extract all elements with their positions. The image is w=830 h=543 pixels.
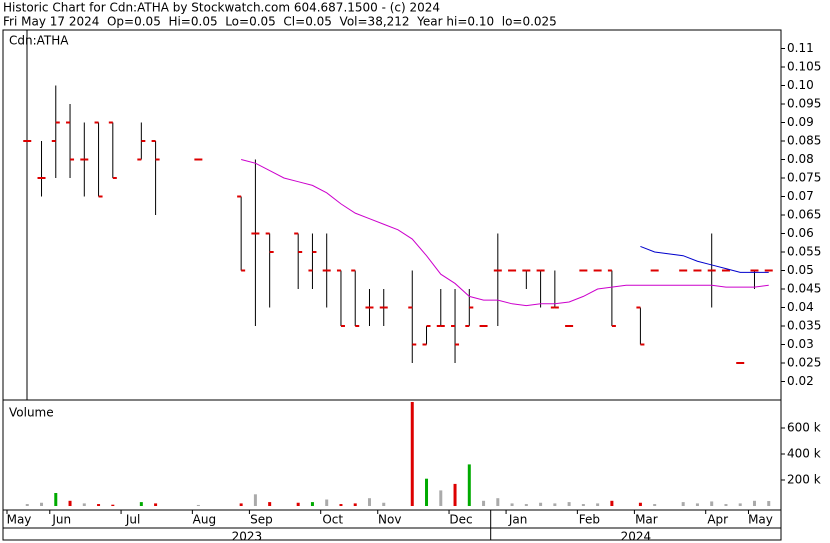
volume-bar (539, 502, 543, 506)
x-tick-label: Aug (193, 513, 216, 527)
volume-bar (695, 503, 699, 506)
volume-label: Volume (9, 406, 54, 420)
volume-bar (524, 504, 528, 506)
volume-bar (653, 504, 657, 506)
y-tick-label: 0.07 (787, 189, 814, 203)
y-tick-label: 0.06 (787, 226, 814, 240)
moving-average (241, 159, 769, 307)
volume-bar (382, 502, 386, 506)
volume-bar (111, 504, 115, 506)
volume-bar (367, 498, 371, 506)
volume-bar (439, 490, 443, 506)
x-tick-label: Jun (51, 513, 71, 527)
volume-bar (510, 503, 514, 506)
volume-bar (453, 483, 457, 506)
volume-bar (724, 504, 728, 506)
volume-bar (82, 503, 86, 506)
y-tick-label: 0.09 (787, 115, 814, 129)
y-tick-label: 0.105 (787, 60, 821, 74)
volume-bar (25, 504, 29, 506)
symbol-label: Cdn:ATHA (9, 34, 69, 48)
x-tick-label: Dec (449, 513, 472, 527)
y-tick-label: 0.095 (787, 97, 821, 111)
volume-bar (54, 493, 58, 506)
y-tick-label: 0.08 (787, 152, 814, 166)
x-tick-label: Sep (250, 513, 273, 527)
y-tick-label: 0.025 (787, 356, 821, 370)
x-tick-label: Mar (635, 513, 658, 527)
x-tick-label: Apr (707, 513, 728, 527)
y-tick-label: 0.04 (787, 300, 814, 314)
volume-bar (752, 500, 756, 506)
volume-bar (196, 504, 200, 506)
volume-bar (496, 498, 500, 506)
y-tick-label: 0.055 (787, 245, 821, 259)
y-tick-label: 0.11 (787, 41, 814, 55)
volume-bar (467, 464, 471, 506)
volume-bar (296, 502, 300, 506)
y-tick-label: 0.02 (787, 374, 814, 388)
header-summary: Fri May 17 2024 Op=0.05 Hi=0.05 Lo=0.05 … (3, 15, 557, 29)
volume-bar (268, 502, 272, 506)
volume-bar (410, 402, 414, 506)
volume-bar (139, 502, 143, 506)
y-tick-label: 0.065 (787, 208, 821, 222)
volume-bar (425, 478, 429, 506)
volume-bar (767, 501, 771, 506)
y-tick-label: 600 k (787, 421, 821, 435)
x-tick-label: Jul (125, 513, 140, 527)
volume-bar (325, 499, 329, 506)
x-tick-label: Jan (508, 513, 528, 527)
year-label: 2023 (232, 530, 263, 543)
volume-bar (581, 504, 585, 506)
x-tick-label: Oct (322, 513, 343, 527)
y-tick-label: 200 k (787, 473, 821, 487)
volume-bar (339, 504, 343, 506)
year-label: 2024 (621, 530, 652, 543)
volume-bar (310, 502, 314, 506)
volume-bar (253, 494, 257, 506)
x-tick-label: May (7, 513, 32, 527)
volume-bar (482, 500, 486, 506)
volume-bar (738, 503, 742, 506)
volume-bar (553, 503, 557, 506)
frame (2, 29, 782, 541)
volume-bar (638, 502, 642, 506)
volume-bar (596, 503, 600, 506)
y-tick-label: 0.085 (787, 134, 821, 148)
y-tick-label: 0.05 (787, 263, 814, 277)
volume-bar (239, 503, 243, 506)
volume-bar (567, 502, 571, 506)
volume-bar (681, 502, 685, 506)
volume-bar (353, 503, 357, 506)
x-tick-label: May (748, 513, 773, 527)
y-tick-label: 0.10 (787, 78, 814, 92)
volume-bar (97, 504, 101, 506)
header-title: Historic Chart for Cdn:ATHA by Stockwatc… (3, 1, 440, 15)
volume-bar (154, 503, 158, 506)
x-tick-label: Nov (378, 513, 401, 527)
y-tick-label: 0.045 (787, 282, 821, 296)
volume-bar (710, 501, 714, 506)
x-tick-label: Feb (579, 513, 600, 527)
volume-bar (68, 500, 72, 506)
volume-bar (40, 502, 44, 506)
y-tick-label: 0.075 (787, 171, 821, 185)
y-tick-label: 400 k (787, 447, 821, 461)
y-tick-label: 0.035 (787, 319, 821, 333)
moving-average (640, 245, 769, 273)
y-tick-label: 0.03 (787, 337, 814, 351)
volume-bar (610, 500, 614, 506)
